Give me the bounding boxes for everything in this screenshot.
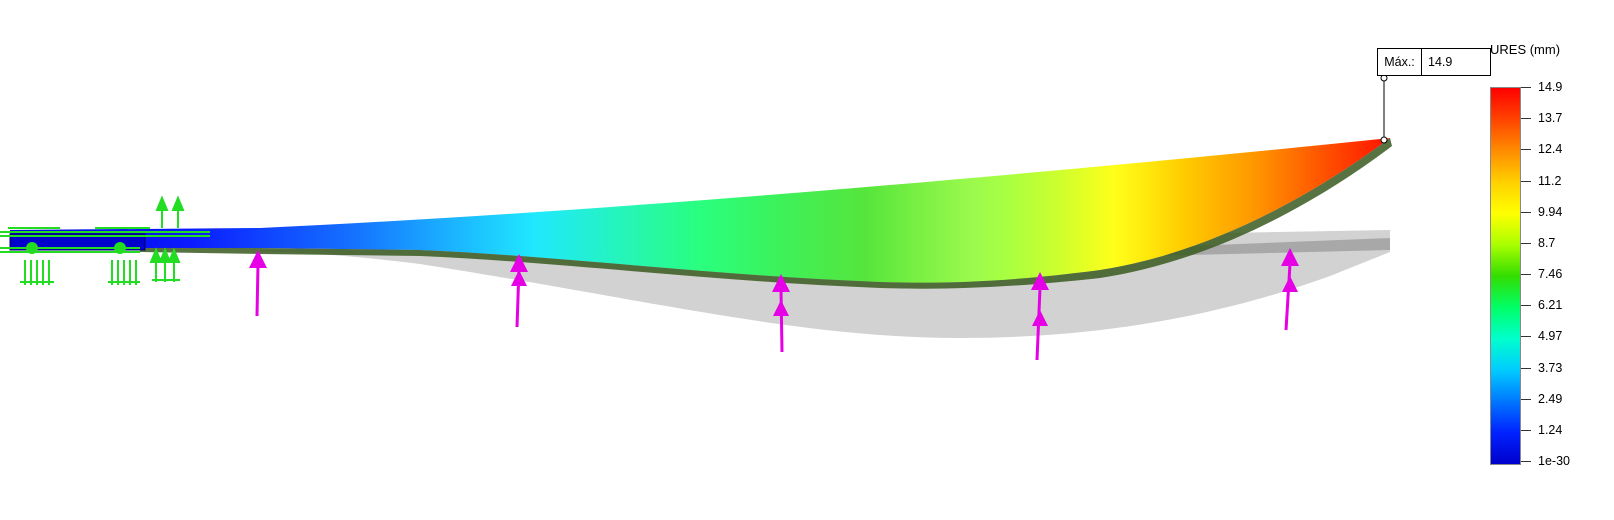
legend-tick <box>1521 87 1531 88</box>
legend-tick-label: 9.94 <box>1538 204 1563 219</box>
max-label: Máx.: <box>1378 49 1422 75</box>
legend-tick-label: 6.21 <box>1538 298 1563 313</box>
legend-tick <box>1521 367 1531 369</box>
legend-tick-label: 11.2 <box>1538 173 1562 188</box>
legend-tick-label: 13.7 <box>1538 111 1563 126</box>
hub-block <box>9 233 146 251</box>
legend-tick-label: 4.97 <box>1538 329 1563 344</box>
legend-tick-label: 1e-30 <box>1538 454 1570 468</box>
legend-tick <box>1521 461 1531 462</box>
load-arrow <box>510 254 528 328</box>
legend-tick-label: 14.9 <box>1538 80 1563 94</box>
legend-title: URES (mm) <box>1490 42 1561 57</box>
legend-tick <box>1521 429 1531 431</box>
load-arrow <box>1031 272 1049 361</box>
undeformed-flange <box>1140 238 1390 256</box>
legend-tick-label: 12.4 <box>1538 142 1563 157</box>
legend-tick-label: 7.46 <box>1538 267 1563 281</box>
legend-tick <box>1521 211 1531 213</box>
legend-tick <box>1521 118 1531 120</box>
max-value: 14.9 <box>1428 55 1453 69</box>
legend-tick-label: 8.7 <box>1538 235 1556 250</box>
color-legend: URES (mm) 14.9 13.7 12.4 11.2 9.94 8.7 7.46 6.2… <box>1490 40 1610 480</box>
max-value-label: Máx.: 14.9 <box>1377 48 1491 76</box>
legend-tick <box>1521 180 1531 182</box>
load-arrow <box>1281 248 1299 331</box>
load-arrow <box>249 250 267 317</box>
legend-tick <box>1521 398 1531 400</box>
legend-tick-label: 2.49 <box>1538 391 1563 406</box>
legend-tick <box>1521 242 1531 244</box>
load-arrows <box>249 248 1299 361</box>
legend-tick <box>1521 274 1531 275</box>
legend-tick-label: 3.73 <box>1538 360 1563 375</box>
load-arrow <box>772 274 790 353</box>
legend-tick <box>1521 336 1531 338</box>
legend-colorbar <box>1490 87 1521 465</box>
legend-tick <box>1521 149 1531 151</box>
fixture-symbols <box>0 195 210 285</box>
legend-tick <box>1521 305 1531 307</box>
legend-tick-label: 1.24 <box>1538 422 1563 437</box>
max-point-dot <box>1380 136 1388 144</box>
